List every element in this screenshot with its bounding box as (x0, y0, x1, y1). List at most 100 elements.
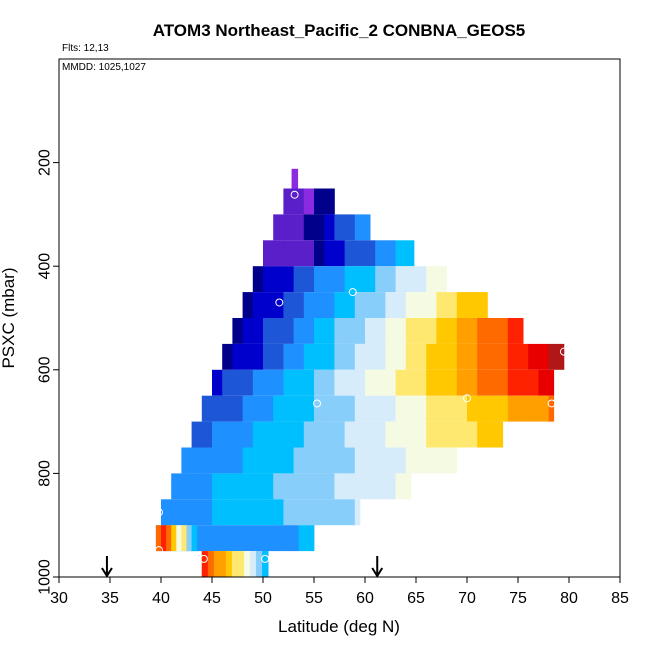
heatmap-cell (273, 214, 284, 241)
heatmap-cell (314, 395, 325, 422)
heatmap-cell (518, 395, 529, 422)
heatmap-cell (232, 343, 243, 370)
heatmap-cell (256, 551, 263, 577)
heatmap-cell (303, 240, 315, 267)
heatmap-cell (303, 447, 315, 474)
heatmap-cell (268, 525, 279, 552)
x-axis-label: Latitude (deg N) (278, 617, 400, 636)
heatmap-cell (232, 395, 243, 422)
heatmap-cell (314, 343, 325, 370)
heatmap-cell (436, 292, 447, 318)
heatmap-cell (283, 292, 294, 318)
heatmap-cell (303, 343, 315, 370)
heatmap-cell (242, 292, 254, 318)
heatmap-cell (206, 525, 218, 552)
heatmap-cell (324, 214, 335, 241)
heatmap-cell (385, 369, 396, 396)
heatmap-cell (250, 551, 257, 577)
heatmap-cell (334, 447, 345, 474)
heatmap-cell (477, 318, 488, 344)
heatmap-cell (283, 240, 294, 267)
heatmap-cell (375, 292, 386, 318)
heatmap-cell (375, 447, 386, 474)
heatmap-cell (222, 499, 233, 526)
heatmap-cell (375, 421, 386, 448)
heatmap-cell (538, 343, 549, 370)
heatmap-cell (232, 499, 243, 526)
heatmap-cell (426, 343, 437, 370)
heatmap-cell (191, 525, 198, 552)
heatmap-cell (507, 318, 519, 344)
heatmap-cell (257, 525, 269, 552)
heatmap-cell (456, 292, 468, 318)
heatmap-cell (273, 292, 284, 318)
heatmap-cell (314, 214, 325, 241)
heatmap-cell (538, 395, 549, 422)
heatmap-cell (395, 343, 407, 370)
heatmap-cell (324, 318, 335, 344)
heatmap-cell (528, 343, 539, 370)
heatmap-cell (252, 421, 264, 448)
heatmap-cell (446, 421, 458, 448)
heatmap-cell (252, 343, 264, 370)
heatmap-cell (303, 473, 315, 500)
heatmap-cell (416, 447, 427, 474)
y-tick-label: 800 (37, 460, 54, 487)
heatmap-cell (232, 473, 243, 500)
observation-point (199, 554, 208, 563)
heatmap-cell (293, 318, 305, 344)
observation-point (261, 554, 270, 563)
heatmap-cell (293, 266, 305, 293)
heatmap-cell (293, 188, 305, 215)
heatmap-cell (278, 525, 289, 552)
heatmap-cell (273, 447, 284, 474)
x-tick-label: 45 (203, 590, 221, 607)
heatmap-cell (207, 551, 215, 577)
heatmap-cell (487, 318, 498, 344)
heatmap-cell (237, 525, 249, 552)
heatmap-cell (283, 188, 294, 215)
heatmap-cell (375, 473, 386, 500)
heatmap-cell (446, 343, 458, 370)
heatmap-cell (334, 499, 345, 526)
heatmap-cell (416, 266, 427, 293)
heatmap-cell (334, 369, 345, 396)
heatmap-cell (242, 318, 254, 344)
heatmap-cell (222, 369, 233, 396)
heatmap-cell (558, 343, 565, 370)
heatmap-cell (242, 421, 254, 448)
heatmap-cell (324, 343, 335, 370)
heatmap-cell (232, 447, 243, 474)
heatmap-cell (243, 551, 251, 577)
heatmap-cell (365, 318, 376, 344)
heatmap-cell (273, 421, 284, 448)
heatmap-cell (405, 318, 417, 344)
heatmap-cell (334, 240, 345, 267)
heatmap-cell (252, 318, 264, 344)
heatmap-cell (405, 447, 417, 474)
heatmap-cell (288, 525, 300, 552)
heatmap-cell (416, 421, 427, 448)
observation-point (313, 399, 322, 408)
heatmap-cell (314, 473, 325, 500)
heatmap-cell (354, 292, 366, 318)
heatmap-cell (518, 318, 524, 344)
heatmap-cell (283, 447, 294, 474)
heatmap-cell (385, 447, 396, 474)
heatmap-cell (222, 473, 233, 500)
heatmap-cell (334, 292, 345, 318)
heatmap-cell (354, 395, 366, 422)
heatmap-cell (293, 499, 305, 526)
heatmap-cell (456, 343, 468, 370)
heatmap-cell (314, 447, 325, 474)
heatmap-cell (344, 266, 356, 293)
heatmap-cell (395, 292, 407, 318)
heatmap-cell (467, 318, 478, 344)
heatmap-cell (405, 343, 417, 370)
x-tick-label: 55 (305, 590, 323, 607)
heatmap-cell (436, 343, 447, 370)
heatmap-cell (324, 447, 335, 474)
heatmap-cell (426, 447, 437, 474)
heatmap-cell (507, 395, 519, 422)
heatmap-cell (252, 447, 264, 474)
